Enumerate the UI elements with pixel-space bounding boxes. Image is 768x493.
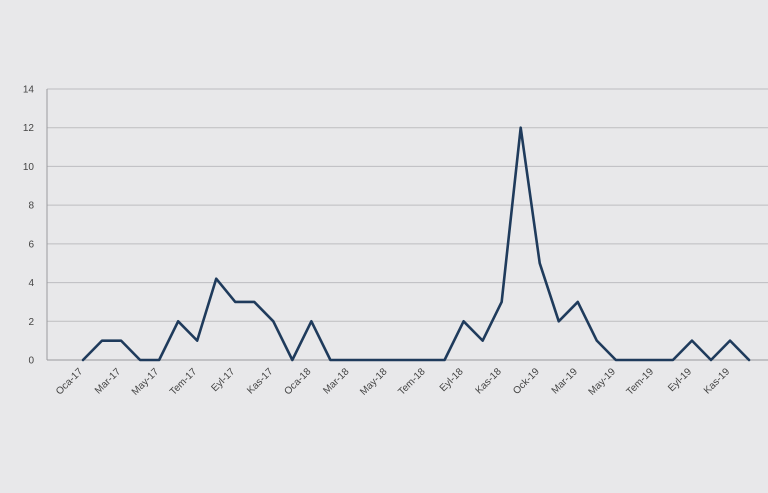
y-tick-label: 10	[23, 162, 35, 173]
x-tick-label: Tem-17	[168, 366, 200, 398]
x-tick-label: Eyl-17	[210, 366, 238, 394]
x-tick-label: Mar-18	[321, 366, 351, 396]
x-tick-label: Oca-18	[283, 366, 314, 397]
x-tick-label: Mar-17	[93, 366, 123, 396]
series-line	[81, 126, 751, 362]
x-axis: Oca-17 Mar-17 May-17 Tem-17 Eyl-17 Kas-17 Oca-…	[54, 366, 732, 398]
x-tick-label: Kas-19	[702, 366, 732, 396]
x-tick-label: May-17	[130, 366, 162, 398]
y-tick-label: 12	[23, 123, 35, 134]
y-tick-label: 4	[28, 278, 34, 289]
x-tick-label: Oca-17	[54, 366, 85, 397]
x-tick-label: May-19	[587, 366, 619, 398]
series-layer	[81, 126, 751, 362]
x-tick-label: Eyl-19	[666, 366, 694, 394]
y-tick-label: 14	[23, 85, 35, 96]
x-tick-label: Tem-19	[625, 366, 657, 398]
x-tick-label: Eyl-18	[438, 366, 466, 394]
y-tick-label: 8	[28, 201, 34, 212]
y-axis: 0 2 4 6 8 10 12 14	[23, 85, 48, 367]
x-tick-label: Kas-17	[245, 366, 275, 396]
x-tick-label: Kas-18	[474, 366, 504, 396]
x-tick-label: May-18	[358, 366, 390, 398]
y-tick-label: 0	[28, 356, 34, 367]
x-tick-label: Mar-19	[550, 366, 580, 396]
x-tick-label: Ock-19	[511, 366, 542, 397]
x-tick-label: Tem-18	[396, 366, 428, 398]
y-tick-label: 6	[28, 239, 34, 250]
gridlines	[47, 88, 768, 361]
y-tick-label: 2	[28, 317, 34, 328]
